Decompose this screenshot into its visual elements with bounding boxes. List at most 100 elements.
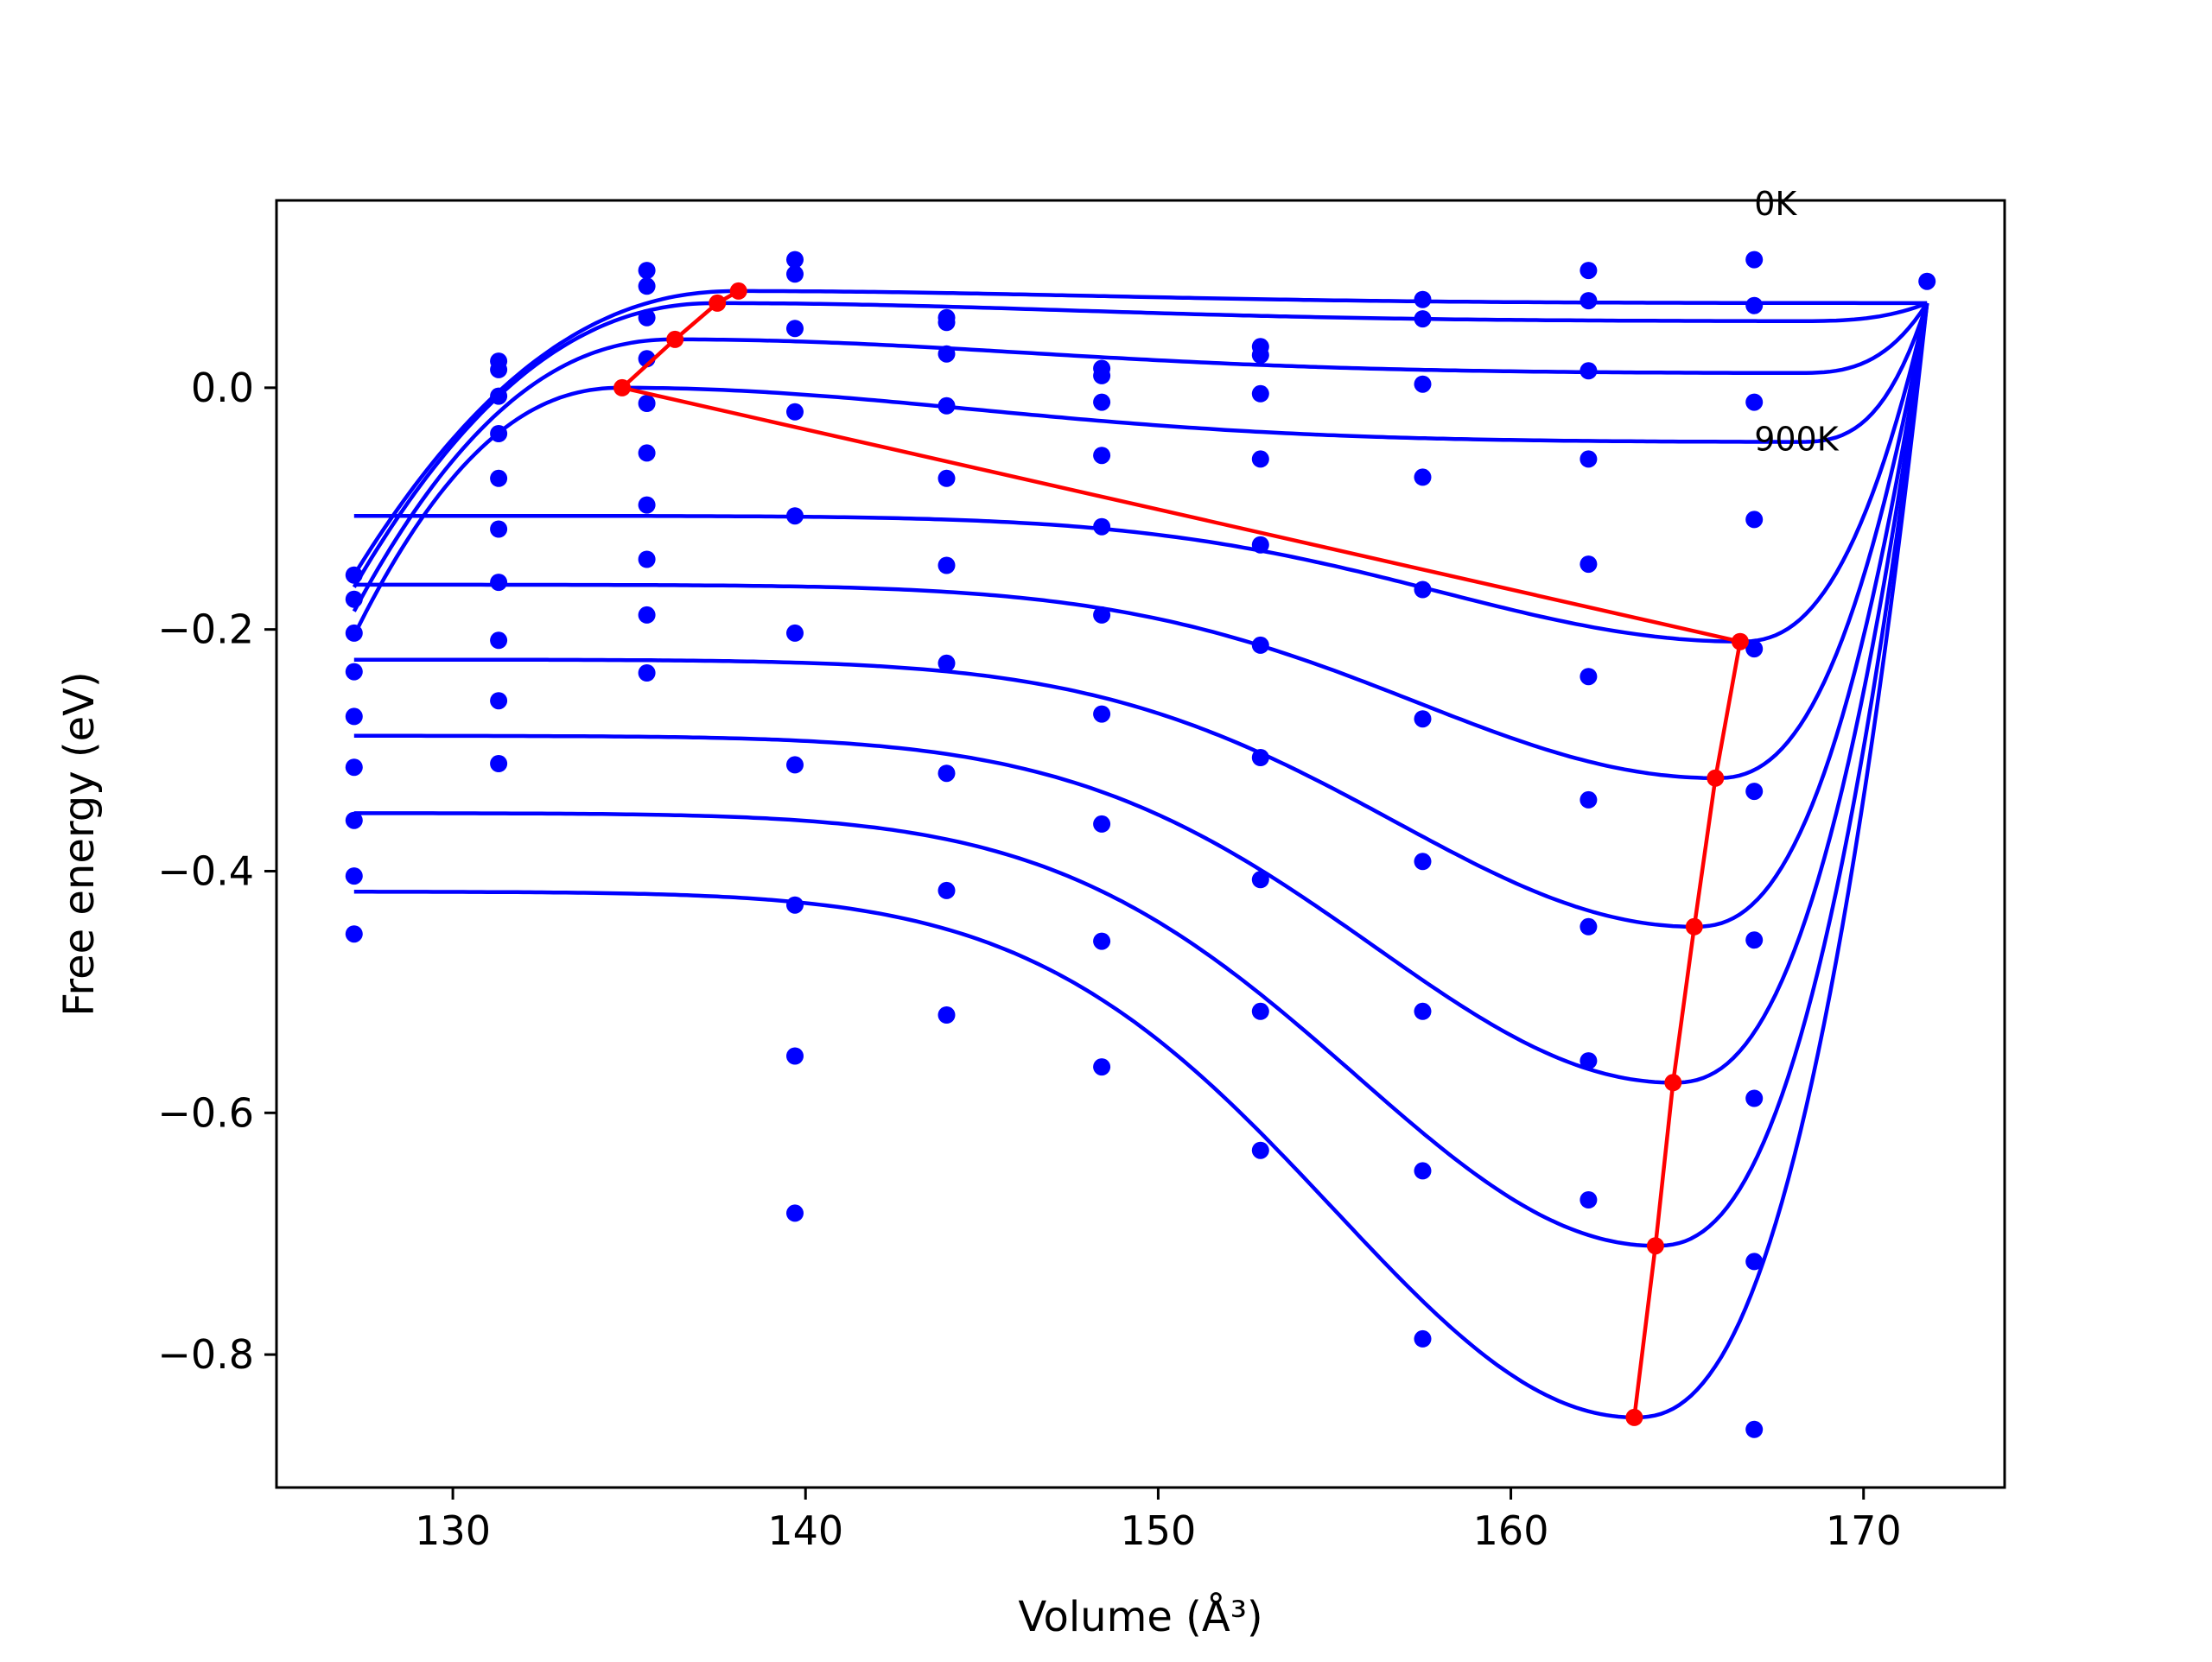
data-point-83 xyxy=(1580,450,1598,468)
data-point-22 xyxy=(638,308,656,327)
data-point-58 xyxy=(1093,932,1111,950)
data-point-41 xyxy=(938,314,956,332)
x-tick-label-1: 130 xyxy=(415,1507,491,1554)
y-tick-label-5: −0.8 xyxy=(157,1331,254,1378)
y-tick-label-3: −0.4 xyxy=(157,847,254,894)
minimum-marker-9 xyxy=(1646,1237,1664,1255)
x-tick-label-3: 150 xyxy=(1121,1507,1197,1554)
data-point-73 xyxy=(1414,468,1432,486)
data-point-55 xyxy=(1093,606,1111,624)
minimum-marker-6 xyxy=(1707,769,1725,787)
data-point-35 xyxy=(786,624,804,642)
data-point-97 xyxy=(1745,1089,1764,1107)
data-point-3 xyxy=(345,624,363,642)
data-point-9 xyxy=(345,925,363,943)
minimum-marker-3 xyxy=(666,330,684,348)
data-point-28 xyxy=(638,606,656,624)
fit-curve-5 xyxy=(353,302,1929,644)
data-point-88 xyxy=(1580,1052,1598,1070)
data-point-6 xyxy=(345,758,363,777)
data-point-29 xyxy=(638,664,656,682)
data-point-66 xyxy=(1251,749,1269,766)
data-point-5 xyxy=(345,707,363,726)
data-point-18 xyxy=(490,692,508,710)
data-point-100 xyxy=(1918,272,1936,290)
minimum-marker-1 xyxy=(729,282,747,300)
data-point-21 xyxy=(638,277,656,295)
minimum-marker-7 xyxy=(1685,917,1703,936)
minimum-marker-4 xyxy=(613,378,631,396)
data-point-77 xyxy=(1414,1002,1432,1020)
minima-path-line xyxy=(618,289,1743,1418)
y-axis-label: Free energy (eV) xyxy=(55,671,104,1016)
data-point-19 xyxy=(490,755,508,772)
fit-curve-10 xyxy=(353,302,1929,1420)
y-axis-ticks: 0.0 −0.2 −0.4 −0.6 −0.8 xyxy=(157,365,276,1378)
fit-curve-6 xyxy=(353,302,1929,781)
data-point-67 xyxy=(1251,871,1269,889)
data-point-46 xyxy=(938,654,956,672)
data-point-63 xyxy=(1251,450,1269,468)
data-point-86 xyxy=(1580,790,1598,809)
data-point-54 xyxy=(1093,517,1111,536)
data-point-25 xyxy=(638,444,656,462)
data-point-7 xyxy=(345,811,363,829)
fit-curve-1 xyxy=(352,289,1928,576)
data-point-70 xyxy=(1414,290,1432,308)
data-point-34 xyxy=(786,507,804,525)
data-point-20 xyxy=(638,262,656,280)
data-point-52 xyxy=(1093,393,1111,411)
x-tick-label-2: 140 xyxy=(767,1507,843,1554)
data-point-94 xyxy=(1745,640,1764,658)
x-tick-label-5: 170 xyxy=(1826,1507,1902,1554)
data-point-96 xyxy=(1745,931,1764,949)
data-point-48 xyxy=(938,881,956,899)
annotation-1: 0K xyxy=(1754,185,1797,223)
data-point-47 xyxy=(938,764,956,783)
data-point-78 xyxy=(1414,1162,1432,1180)
data-point-87 xyxy=(1580,917,1598,936)
data-point-16 xyxy=(490,574,508,592)
data-point-36 xyxy=(786,756,804,774)
x-axis-ticks: 130 140 150 160 170 xyxy=(415,1488,1902,1554)
minimum-marker-8 xyxy=(1664,1074,1682,1092)
fit-curve-9 xyxy=(353,302,1929,1248)
data-point-49 xyxy=(938,1006,956,1024)
data-point-15 xyxy=(490,520,508,538)
data-point-85 xyxy=(1580,668,1598,686)
plot-frame xyxy=(275,199,2006,1489)
data-point-4 xyxy=(345,663,363,681)
x-tick-label-4: 160 xyxy=(1473,1507,1549,1554)
data-point-59 xyxy=(1093,1058,1111,1076)
data-points xyxy=(345,251,1936,1438)
data-point-89 xyxy=(1580,1191,1598,1208)
data-point-30 xyxy=(786,251,804,269)
data-point-51 xyxy=(1093,366,1111,384)
data-point-79 xyxy=(1414,1329,1432,1348)
data-point-27 xyxy=(638,550,656,568)
data-point-1 xyxy=(345,566,363,584)
data-point-80 xyxy=(1580,262,1598,280)
data-point-81 xyxy=(1580,292,1598,310)
data-point-31 xyxy=(786,265,804,283)
x-axis-label: Volume (Å³) xyxy=(1018,1592,1262,1641)
minima-path xyxy=(613,282,1749,1426)
data-point-26 xyxy=(638,496,656,514)
data-point-17 xyxy=(490,631,508,650)
data-point-99 xyxy=(1745,1420,1764,1438)
data-point-56 xyxy=(1093,705,1111,723)
data-point-14 xyxy=(490,469,508,487)
data-point-24 xyxy=(638,395,656,412)
data-point-65 xyxy=(1251,636,1269,654)
data-point-45 xyxy=(938,556,956,574)
data-point-32 xyxy=(786,320,804,338)
data-point-8 xyxy=(345,867,363,885)
data-point-92 xyxy=(1745,393,1764,411)
data-point-75 xyxy=(1414,710,1432,728)
data-point-33 xyxy=(786,403,804,421)
data-point-12 xyxy=(490,387,508,405)
data-point-76 xyxy=(1414,853,1432,871)
data-point-93 xyxy=(1745,511,1764,529)
data-point-42 xyxy=(938,345,956,363)
